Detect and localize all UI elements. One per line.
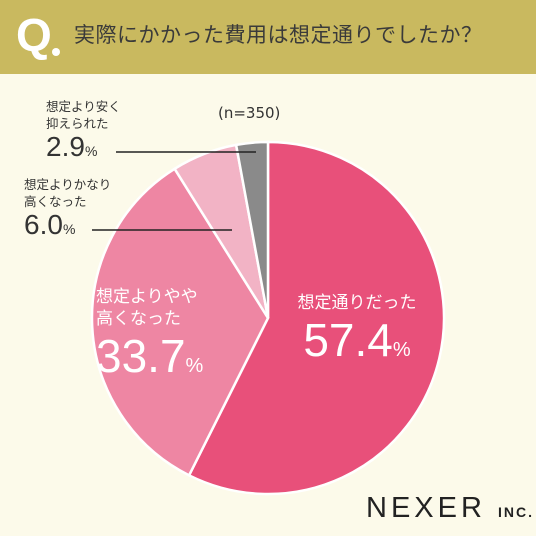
- slice-as-expected: [187, 140, 446, 496]
- slice-label-much-higher-1: 想定よりかなり: [24, 177, 112, 192]
- slice-value-slightly-higher: 33.7%: [96, 330, 204, 382]
- sample-size: (n=350): [218, 104, 281, 122]
- slice-cheaper: [234, 140, 270, 319]
- slice-label-slightly-higher-2: 高くなった: [96, 309, 181, 329]
- question-text: 実際にかかった費用は想定通りでしたか？: [74, 23, 483, 47]
- slice-label-much-higher-2: 高くなった: [24, 194, 87, 209]
- slice-label-cheaper-2: 抑えられた: [46, 116, 109, 131]
- q-mark: Q: [16, 9, 52, 61]
- slice-label-slightly-higher-1: 想定よりやや: [96, 287, 198, 307]
- slice-slightly-higher: [90, 167, 270, 477]
- slice-value-cheaper: 2.9%: [46, 131, 98, 162]
- label-slightly-higher: 想定よりやや 高くなった 33.7%: [96, 286, 226, 392]
- slice-label-cheaper-1: 想定より安く: [46, 99, 121, 114]
- label-much-higher: 想定よりかなり 高くなった 6.0%: [24, 176, 111, 244]
- q-dot: [52, 48, 60, 56]
- slice-value-as-expected: 57.4%: [303, 314, 411, 366]
- question-header: Q 実際にかかった費用は想定通りでしたか？: [0, 0, 536, 74]
- label-as-expected: 想定通りだった 57.4%: [282, 292, 432, 376]
- slice-value-much-higher: 6.0%: [24, 209, 76, 240]
- label-cheaper: 想定より安く 抑えられた 2.9%: [46, 98, 121, 166]
- slice-label-as-expected: 想定通りだった: [297, 293, 417, 313]
- nexer-logo: NEXER INC.: [366, 492, 534, 524]
